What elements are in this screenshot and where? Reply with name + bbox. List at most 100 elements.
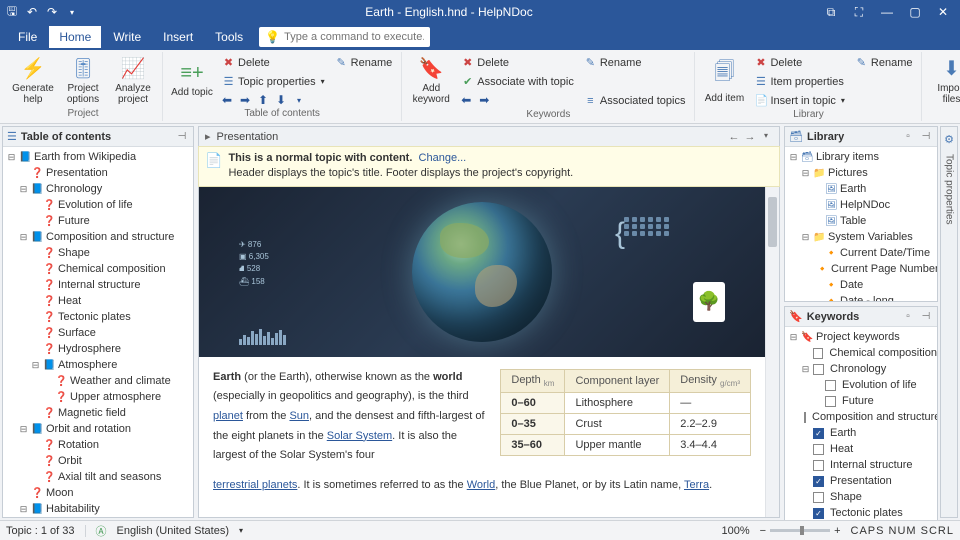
link-world[interactable]: World: [467, 479, 496, 491]
tree-node[interactable]: ❓Moon: [3, 485, 193, 501]
tree-node[interactable]: 🖼Table: [785, 213, 937, 229]
generate-help-button[interactable]: ⚡Generate help: [10, 52, 56, 108]
tree-node[interactable]: 🔸Date: [785, 277, 937, 293]
checkbox[interactable]: [813, 460, 824, 471]
tree-node[interactable]: ❓Internal structure: [3, 277, 193, 293]
tree-node[interactable]: ✓Tectonic plates: [785, 505, 937, 520]
checkbox[interactable]: [813, 444, 824, 455]
checkbox[interactable]: ✓: [813, 428, 824, 439]
tree-node[interactable]: ❓Rotation: [3, 437, 193, 453]
item-properties-button[interactable]: ☰Item properties: [751, 73, 847, 90]
rename-item-button[interactable]: ✎Rename: [852, 54, 916, 71]
pin-icon[interactable]: ⊣: [919, 130, 933, 144]
topic-move-arrows[interactable]: ⬅➡⬆⬇▾: [219, 92, 328, 108]
tree-node[interactable]: ❓Shape: [3, 245, 193, 261]
nav-more-icon[interactable]: ▾: [759, 131, 773, 143]
tab-write[interactable]: Write: [103, 26, 151, 48]
close-icon[interactable]: ✕: [930, 3, 956, 21]
tab-file[interactable]: File: [8, 26, 47, 48]
tree-node[interactable]: ⊟📘Habitability: [3, 501, 193, 517]
tree-node[interactable]: Composition and structure: [785, 409, 937, 425]
library-tree[interactable]: ⊟🗃Library items⊟📁Pictures🖼Earth🖼HelpNDoc…: [785, 147, 937, 301]
pin-icon[interactable]: ⊣: [919, 310, 933, 324]
tree-node[interactable]: Evolution of life: [785, 377, 937, 393]
checkbox[interactable]: [825, 396, 836, 407]
tree-node[interactable]: ❓Surface: [3, 325, 193, 341]
tree-node[interactable]: ⊟📘Earth from Wikipedia: [3, 149, 193, 165]
tree-node[interactable]: ❓Orbit: [3, 453, 193, 469]
import-files-button[interactable]: ⬇Import files: [928, 52, 960, 108]
delete-keyword-button[interactable]: ✖Delete: [458, 54, 577, 71]
tree-node[interactable]: ❓Axial tilt and seasons: [3, 469, 193, 485]
link-terrestrial[interactable]: terrestrial planets: [213, 479, 297, 491]
associated-topics-button[interactable]: ≡Associated topics: [581, 92, 689, 109]
tree-node[interactable]: ❓Heat: [3, 293, 193, 309]
topic-properties-button[interactable]: ☰Topic properties▾: [219, 73, 328, 90]
scrollbar[interactable]: [765, 187, 779, 517]
tree-node[interactable]: ⊟📁System Variables: [785, 229, 937, 245]
tree-node[interactable]: ⊟🔖Project keywords: [785, 329, 937, 345]
tree-node[interactable]: Future: [785, 393, 937, 409]
analyze-project-button[interactable]: 📈Analyze project: [110, 52, 156, 108]
tree-node[interactable]: ⊟📘Composition and structure: [3, 229, 193, 245]
fullscreen-icon[interactable]: ⛶: [846, 3, 872, 21]
tree-node[interactable]: ⊟📁Pictures: [785, 165, 937, 181]
project-options-button[interactable]: 🎚Project options: [60, 52, 106, 108]
redo-icon[interactable]: ↷: [44, 4, 60, 20]
article-text[interactable]: Earth (or the Earth), otherwise known as…: [213, 367, 486, 465]
restore-icon[interactable]: ▫: [901, 130, 915, 144]
link-sun[interactable]: Sun: [289, 410, 309, 422]
qat-more-icon[interactable]: ▾: [64, 4, 80, 20]
change-link[interactable]: Change...: [419, 152, 467, 164]
add-topic-button[interactable]: ≡+Add topic: [169, 52, 215, 108]
side-tab[interactable]: ⚙ Topic properties: [940, 126, 958, 518]
rename-topic-button[interactable]: ✎Rename: [332, 54, 396, 71]
tree-node[interactable]: 🔸Current Date/Time: [785, 245, 937, 261]
checkbox[interactable]: [825, 380, 836, 391]
maximize-icon[interactable]: ▢: [902, 3, 928, 21]
tree-node[interactable]: ❓Upper atmosphere: [3, 389, 193, 405]
tab-tools[interactable]: Tools: [205, 26, 253, 48]
checkbox[interactable]: [813, 348, 824, 359]
tree-node[interactable]: ❓Tectonic plates: [3, 309, 193, 325]
tree-node[interactable]: Internal structure: [785, 457, 937, 473]
help-icon[interactable]: ⧉: [818, 3, 844, 21]
tree-node[interactable]: Chemical composition: [785, 345, 937, 361]
keywords-tree[interactable]: ⊟🔖Project keywordsChemical composition⊟C…: [785, 327, 937, 520]
delete-topic-button[interactable]: ✖Delete: [219, 54, 328, 71]
tree-node[interactable]: Shape: [785, 489, 937, 505]
tree-node[interactable]: 🖼HelpNDoc: [785, 197, 937, 213]
tree-node[interactable]: ⊟📘Chronology: [3, 181, 193, 197]
tell-me-input[interactable]: [284, 31, 424, 43]
tab-home[interactable]: Home: [49, 26, 101, 48]
tree-node[interactable]: ❓Evolution of life: [3, 197, 193, 213]
breadcrumb-arrow-icon[interactable]: ▸: [205, 130, 211, 143]
checkbox[interactable]: [813, 364, 824, 375]
tree-node[interactable]: ❓Future: [3, 213, 193, 229]
toc-tree[interactable]: ⊟📘Earth from Wikipedia❓Presentation⊟📘Chr…: [3, 147, 193, 517]
nav-fwd-icon[interactable]: →: [743, 131, 757, 143]
tree-node[interactable]: 🔸Date - long: [785, 293, 937, 301]
tree-node[interactable]: ❓Magnetic field: [3, 405, 193, 421]
add-keyword-button[interactable]: 🔖Add keyword: [408, 52, 454, 108]
link-solar-system[interactable]: Solar System: [327, 430, 392, 442]
tree-node[interactable]: ✓Presentation: [785, 473, 937, 489]
article-foot[interactable]: terrestrial planets. It is sometimes ref…: [199, 475, 765, 505]
link-planet[interactable]: planet: [213, 410, 243, 422]
add-item-button[interactable]: 🗐Add item: [701, 52, 747, 108]
tree-node[interactable]: ❓Hydrosphere: [3, 341, 193, 357]
tab-insert[interactable]: Insert: [153, 26, 203, 48]
tree-node[interactable]: ❓Chemical composition: [3, 261, 193, 277]
zoom-slider[interactable]: −+: [760, 525, 841, 537]
tree-node[interactable]: ⊟Chronology: [785, 361, 937, 377]
tree-node[interactable]: ⊟📘Orbit and rotation: [3, 421, 193, 437]
checkbox[interactable]: [804, 412, 806, 423]
associate-keyword-button[interactable]: ✔Associate with topic: [458, 73, 577, 90]
insert-in-topic-button[interactable]: 📄Insert in topic▾: [751, 92, 847, 109]
tree-node[interactable]: ⊟📘Atmosphere: [3, 357, 193, 373]
lang-icon[interactable]: Ⓐ: [96, 523, 107, 539]
tree-node[interactable]: Heat: [785, 441, 937, 457]
pin-icon[interactable]: ⊣: [175, 130, 189, 144]
tree-node[interactable]: 🖼Earth: [785, 181, 937, 197]
undo-icon[interactable]: ↶: [24, 4, 40, 20]
